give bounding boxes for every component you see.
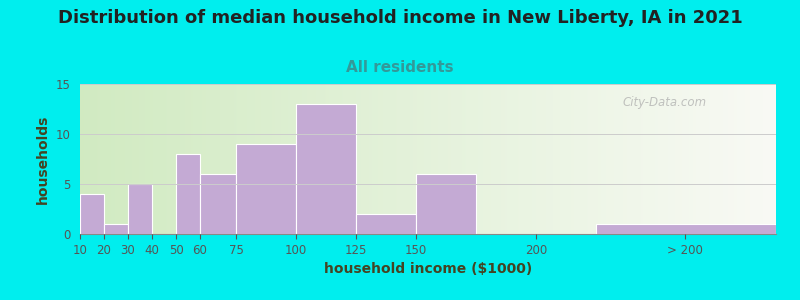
- Bar: [128, 184, 152, 234]
- Text: City-Data.com: City-Data.com: [623, 96, 707, 109]
- Bar: [236, 144, 296, 234]
- Bar: [80, 194, 104, 234]
- Bar: [104, 224, 128, 234]
- Bar: [596, 224, 776, 234]
- Text: All residents: All residents: [346, 60, 454, 75]
- Bar: [416, 174, 476, 234]
- Bar: [356, 214, 416, 234]
- X-axis label: household income ($1000): household income ($1000): [324, 262, 532, 276]
- Bar: [296, 104, 356, 234]
- Text: Distribution of median household income in New Liberty, IA in 2021: Distribution of median household income …: [58, 9, 742, 27]
- Bar: [200, 174, 236, 234]
- Bar: [176, 154, 200, 234]
- Y-axis label: households: households: [36, 114, 50, 204]
